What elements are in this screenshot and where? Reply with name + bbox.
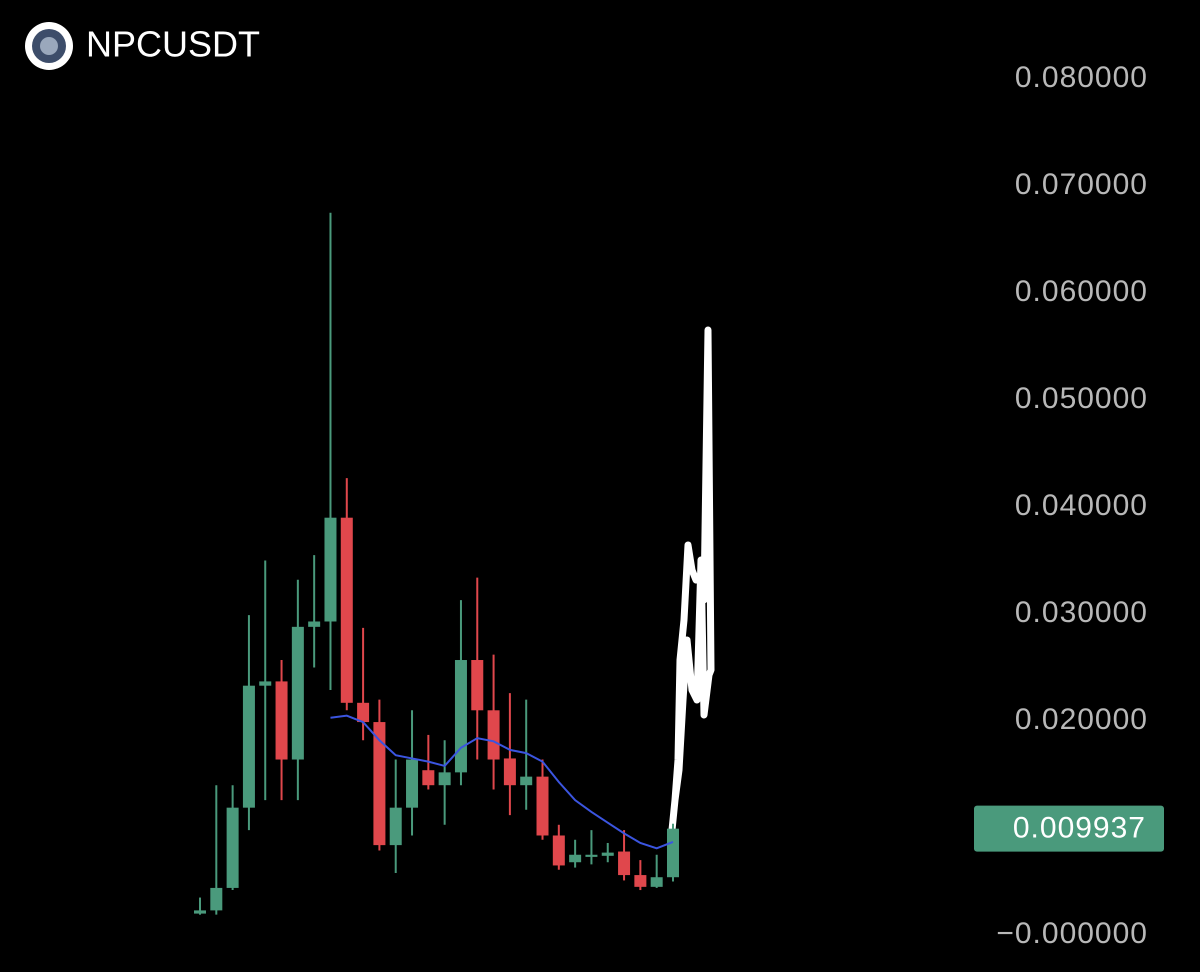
candle-body bbox=[210, 887, 223, 911]
candle-body bbox=[438, 772, 451, 786]
candle-body bbox=[601, 852, 614, 856]
moving-average-line bbox=[330, 714, 674, 850]
candle-body bbox=[520, 776, 533, 786]
candle-body bbox=[666, 828, 679, 878]
candle-body bbox=[242, 685, 255, 808]
candle-body bbox=[618, 851, 631, 876]
candle-body bbox=[259, 681, 272, 686]
y-tick-label: 0.030000 bbox=[1015, 596, 1148, 629]
candle-body bbox=[503, 758, 516, 786]
candle-body bbox=[373, 722, 386, 846]
candle-body bbox=[650, 877, 663, 887]
candle-body bbox=[389, 807, 402, 846]
y-tick-label: 0.050000 bbox=[1015, 382, 1148, 415]
symbol-icon bbox=[25, 22, 73, 70]
candle-body bbox=[291, 626, 304, 760]
candle-body bbox=[585, 854, 598, 857]
candle-body bbox=[324, 517, 337, 622]
candle-body bbox=[194, 910, 206, 914]
candle-body bbox=[357, 702, 370, 723]
candle-body bbox=[569, 854, 582, 863]
candle-body bbox=[422, 770, 435, 786]
candle-body bbox=[406, 759, 419, 808]
candle-body bbox=[536, 776, 549, 836]
candle-body bbox=[552, 835, 565, 866]
last-price-label: 0.009937 bbox=[1013, 812, 1146, 845]
candle-body bbox=[340, 517, 353, 703]
symbol-title: NPCUSDT bbox=[86, 24, 260, 65]
candle-body bbox=[471, 660, 484, 711]
candle-body bbox=[275, 681, 288, 760]
annotation-drawing bbox=[667, 326, 715, 841]
y-tick-label: 0.070000 bbox=[1015, 168, 1148, 201]
y-tick-label: 0.080000 bbox=[1015, 61, 1148, 94]
candle-body bbox=[634, 875, 647, 887]
y-tick-label: 0.040000 bbox=[1015, 489, 1148, 522]
candle-body bbox=[226, 807, 239, 888]
y-tick-label: −0.000000 bbox=[996, 917, 1148, 950]
candle-body bbox=[454, 660, 467, 773]
candle-body bbox=[308, 621, 321, 627]
y-tick-label: 0.060000 bbox=[1015, 275, 1148, 308]
last-price-box bbox=[974, 805, 1164, 852]
y-tick-label: 0.020000 bbox=[1015, 703, 1148, 736]
candle-body bbox=[487, 710, 500, 760]
